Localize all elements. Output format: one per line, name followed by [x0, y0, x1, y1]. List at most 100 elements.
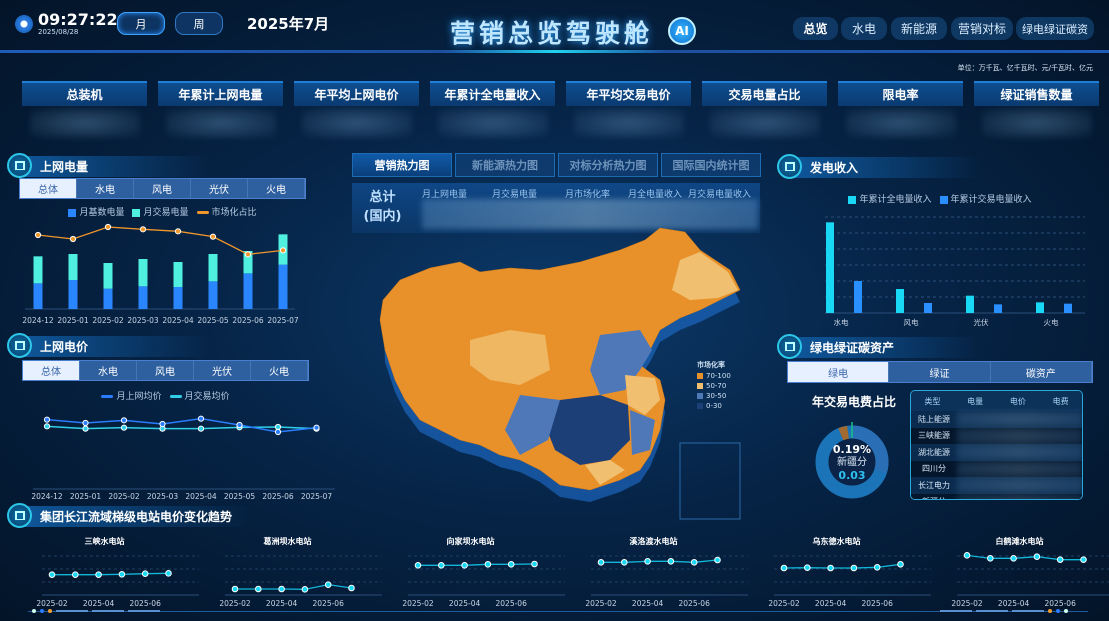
tab-3[interactable]: 光伏: [191, 179, 248, 198]
tab-0[interactable]: 总体: [20, 179, 77, 198]
table-row[interactable]: 陆上能源: [911, 411, 1082, 428]
kpi-card-label[interactable]: 交易电量占比: [702, 81, 827, 106]
station-point: [897, 561, 904, 568]
legend-item[interactable]: 市场化占比: [196, 205, 257, 218]
tab-2[interactable]: 碳资产: [990, 362, 1092, 382]
legend-item[interactable]: 月基数电量: [68, 205, 124, 218]
tab-3[interactable]: 光伏: [194, 361, 251, 380]
building-icon: [7, 333, 32, 358]
carousel-pager-left[interactable]: [32, 609, 160, 613]
nav-new-energy[interactable]: 新能源: [891, 17, 947, 40]
legend-item[interactable]: 月上网均价: [101, 389, 162, 402]
kpi-card-label[interactable]: 年累计上网电量: [158, 81, 283, 106]
tab-1[interactable]: 水电: [80, 361, 137, 380]
kpi-value-blurred: [30, 108, 140, 138]
kpi-card-label[interactable]: 年平均交易电价: [566, 81, 691, 106]
revenue-bar: [994, 304, 1002, 313]
legend-item[interactable]: 月交易电量: [132, 205, 189, 218]
station-point: [255, 585, 262, 593]
table-header-cell: 类型: [924, 396, 941, 406]
ai-button[interactable]: AI: [668, 17, 696, 45]
china-map[interactable]: [370, 225, 750, 525]
x-tick-label: 2025-02: [768, 599, 800, 608]
map-legend: 市场化率 70-100 50-70 30-50 0-30: [697, 360, 731, 411]
tab-1[interactable]: 绿证: [889, 362, 991, 382]
station-line: [418, 563, 535, 566]
row-type: 陆上能源: [918, 414, 950, 424]
kpi-card-label[interactable]: 年累计全电量收入: [430, 81, 555, 106]
month-button[interactable]: 月: [117, 12, 165, 35]
table-row[interactable]: 湖北能源: [911, 444, 1082, 461]
legend-item[interactable]: 月交易均价: [169, 389, 230, 402]
map-tab-3[interactable]: 国际国内统计图: [661, 153, 761, 177]
tab-2[interactable]: 风电: [137, 361, 194, 380]
x-tick-label: 2025-01: [70, 492, 102, 501]
carousel-pager-right[interactable]: [940, 609, 1068, 613]
map-legend-title: 市场化率: [697, 361, 725, 369]
legend-swatch: [697, 373, 703, 379]
nav-benchmark[interactable]: 营销对标: [951, 17, 1013, 40]
table-row[interactable]: 四川分: [911, 460, 1082, 477]
station-point: [1056, 556, 1064, 563]
building-icon: [777, 334, 802, 359]
row-type: 新疆分: [911, 496, 957, 499]
tab-2[interactable]: 风电: [134, 179, 191, 198]
station-point: [48, 571, 56, 578]
station-point: [278, 585, 285, 593]
price-point: [159, 420, 166, 428]
map-tab-0[interactable]: 营销热力图: [352, 153, 452, 177]
donut-center: 0.19% 新疆分 0.03: [812, 443, 892, 482]
x-tick-label: 2025-07: [301, 492, 333, 501]
x-tick-label: 2025-04: [266, 599, 298, 608]
map-legend-item[interactable]: 0-30: [697, 401, 731, 411]
current-month: 2025年7月: [247, 15, 330, 33]
tab-0[interactable]: 总体: [23, 361, 80, 380]
map-legend-item[interactable]: 70-100: [697, 371, 731, 381]
kpi-card-label[interactable]: 限电率: [838, 81, 963, 106]
legend-item[interactable]: 年累计全电量收入: [848, 192, 932, 205]
bar-base: [138, 286, 148, 309]
map-region-30-50: [505, 395, 560, 455]
nav-hydro[interactable]: 水电: [841, 17, 887, 40]
map-region-50-70: [625, 375, 660, 415]
legend-swatch: [848, 195, 857, 204]
tab-0[interactable]: 绿电: [788, 362, 890, 382]
station-chart: 2025-02 2025-04 2025-06: [402, 555, 565, 608]
legend-item[interactable]: 年累计交易电量收入: [939, 192, 1032, 205]
station-point: [141, 570, 149, 577]
map-legend-item[interactable]: 50-70: [697, 381, 731, 391]
bar-base: [173, 287, 183, 309]
station-title: 三峡水电站: [84, 537, 125, 546]
table-row[interactable]: 新疆分: [911, 493, 1082, 499]
table-row[interactable]: 长江电力: [911, 477, 1082, 494]
map-tab-1[interactable]: 新能源热力图: [455, 153, 555, 177]
tab-1[interactable]: 水电: [77, 179, 134, 198]
row-type: 长江电力: [918, 480, 950, 490]
x-tick-label: 2024-12: [31, 492, 63, 501]
row-values-blurred: [957, 428, 1082, 443]
tab-4[interactable]: 火电: [248, 179, 305, 198]
tab-4[interactable]: 火电: [251, 361, 308, 380]
x-tick-label: 2025-05: [224, 492, 256, 501]
kpi-card-label[interactable]: 总装机: [22, 81, 147, 106]
station-title: 向家坝水电站: [446, 537, 495, 546]
week-button[interactable]: 周: [175, 12, 223, 35]
map-tab-2[interactable]: 对标分析热力图: [558, 153, 658, 177]
grid-price-legend: 月上网均价 月交易均价: [22, 389, 309, 402]
bar-trade: [208, 254, 218, 282]
map-region-50-70: [672, 252, 738, 300]
table-row[interactable]: 三峡能源: [911, 427, 1082, 444]
price-point: [82, 419, 89, 427]
nav-green[interactable]: 绿电绿证碳资: [1016, 17, 1094, 40]
kpi-card-label[interactable]: 绿证销售数量: [974, 81, 1099, 106]
station-point: [484, 561, 492, 568]
station-point: [231, 585, 239, 593]
building-icon: [7, 153, 32, 178]
map-legend-item[interactable]: 30-50: [697, 391, 731, 401]
nav-overview[interactable]: 总览: [793, 17, 838, 40]
x-tick-label: 2024-12: [22, 316, 54, 325]
station-point: [1010, 555, 1017, 562]
kpi-card-label[interactable]: 年平均上网电价: [294, 81, 419, 106]
price-point: [120, 417, 128, 424]
x-tick-label: 风电: [904, 317, 919, 327]
